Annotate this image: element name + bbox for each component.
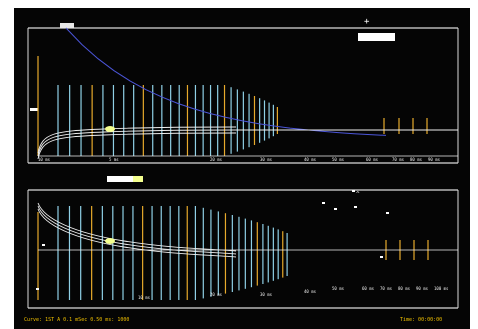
lower-traces	[37, 202, 237, 258]
lower-tick-label: 80 ms	[398, 286, 411, 291]
lower-tick-labels: 10 ms 20 ms 30 ms 40 ms 50 ms 60 ms 70 ms 80 ms…	[138, 286, 449, 300]
scatter-dot	[36, 288, 39, 290]
lower-tick-label: 60 ms	[362, 286, 375, 291]
upper-tick-label: 5 ms	[109, 157, 119, 162]
scatter-dot	[380, 256, 383, 258]
upper-marker-tab	[60, 23, 74, 28]
oscilloscope-screen: + 10 ms 5 ms 20 ms 30 ms 40 ms 50 ms 60 ms 70 m…	[14, 8, 470, 329]
upper-tick-label: 30 ms	[260, 157, 273, 162]
upper-tick-label: 60 ms	[366, 157, 379, 162]
lower-decay-trace	[37, 208, 237, 258]
scatter-dot	[354, 206, 357, 208]
lower-tick-label: 40 ms	[304, 289, 317, 294]
caret-icon: ^	[356, 191, 360, 198]
upper-tick-label: 70 ms	[392, 157, 405, 162]
lower-tick-label: 20 ms	[210, 292, 223, 297]
lower-decay-trace	[37, 205, 237, 255]
upper-left-marker	[30, 108, 38, 111]
upper-tick-label: 80 ms	[410, 157, 423, 162]
status-bar-left: Curve: 1ST A 0.1 mSec 0.50 ms: 1000	[24, 317, 130, 323]
lower-peak-marker[interactable]	[105, 238, 115, 244]
lower-tick-label: 10 ms	[138, 295, 151, 300]
lower-scatter-dots: ^	[36, 190, 389, 290]
lower-decay-trace	[37, 202, 237, 252]
upper-tick-labels: 10 ms 5 ms 20 ms 30 ms 40 ms 50 ms 60 ms 70 ms 8…	[38, 157, 441, 162]
decay-trace	[37, 129, 237, 157]
upper-tick-label: 40 ms	[304, 157, 317, 162]
lower-tick-label: 90 ms	[416, 286, 429, 291]
lower-panel: 10 ms 20 ms 30 ms 40 ms 50 ms 60 ms 70 ms 80 ms…	[27, 189, 459, 309]
mid-selector-marker[interactable]	[107, 176, 143, 182]
upper-tick-label: 50 ms	[332, 157, 345, 162]
lower-grid	[37, 206, 458, 300]
mid-selector-highlight	[133, 176, 143, 182]
asymptote-curve	[65, 27, 387, 136]
lower-tick-label: 70 ms	[380, 286, 393, 291]
lower-tick-label: 30 ms	[260, 292, 273, 297]
scatter-dot	[322, 202, 325, 204]
scatter-dot	[334, 208, 337, 210]
upper-grid	[37, 56, 458, 157]
upper-tick-label: 10 ms	[38, 157, 51, 162]
upper-peak-marker[interactable]	[105, 126, 115, 132]
upper-cursor-box[interactable]	[358, 33, 395, 41]
scatter-dot	[352, 190, 355, 192]
lower-tick-label: 50 ms	[332, 286, 345, 291]
lower-tick-label: 100 ms	[434, 286, 449, 291]
upper-plus-icon: +	[364, 17, 370, 27]
upper-panel: + 10 ms 5 ms 20 ms 30 ms 40 ms 50 ms 60 ms 70 m…	[27, 17, 459, 164]
decay-trace	[37, 132, 237, 160]
scatter-dot	[42, 244, 45, 246]
decay-trace	[37, 126, 237, 154]
upper-tick-label: 90 ms	[428, 157, 441, 162]
scope-display: + 10 ms 5 ms 20 ms 30 ms 40 ms 50 ms 60 ms 70 m…	[27, 17, 459, 309]
status-bar-right: Time: 00:00:00	[400, 317, 443, 323]
scatter-dot	[386, 212, 389, 214]
upper-tick-label: 20 ms	[210, 157, 223, 162]
upper-traces	[37, 27, 458, 160]
